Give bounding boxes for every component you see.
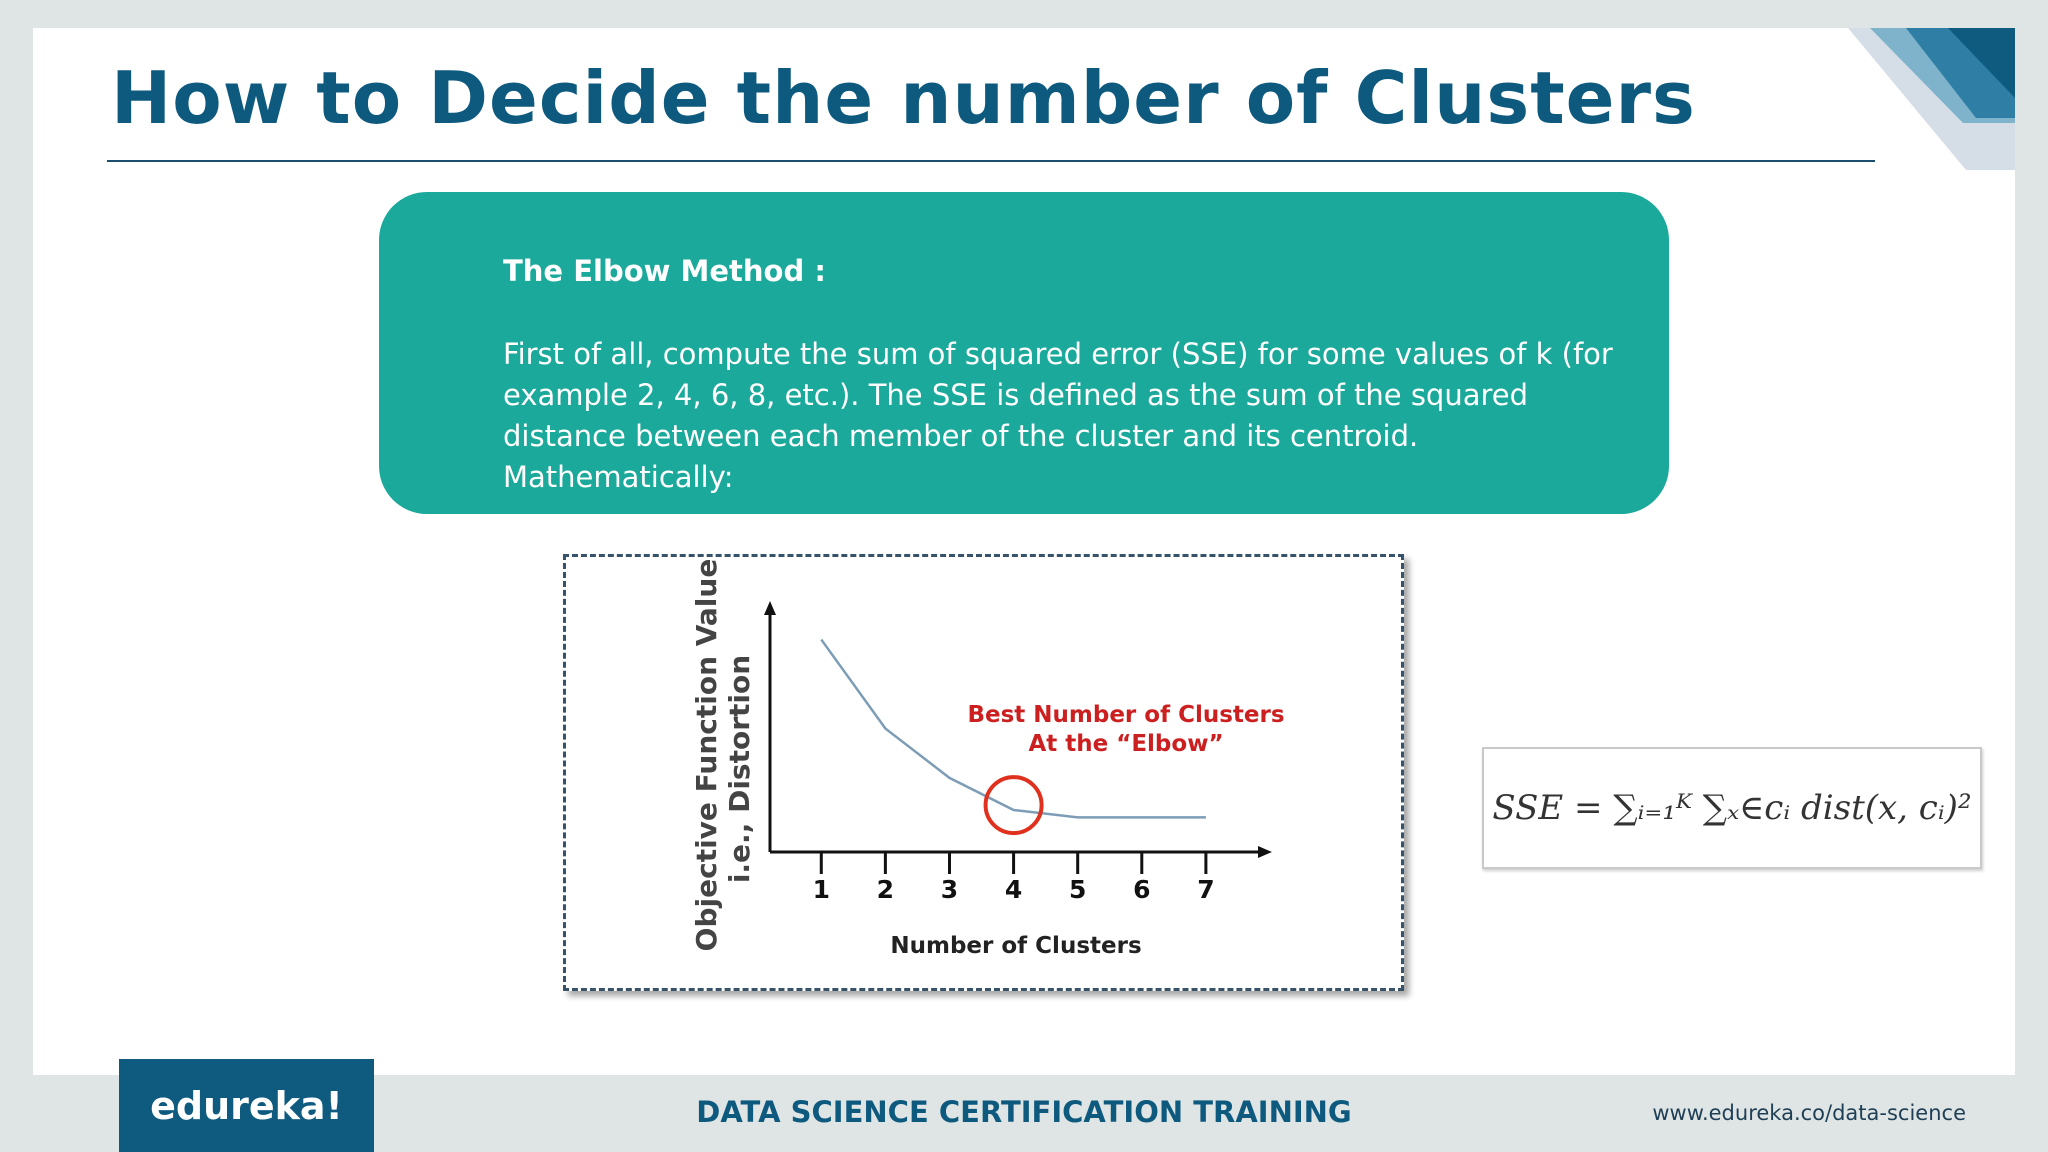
elbow-annotation-line: Best Number of Clusters bbox=[967, 702, 1284, 728]
x-tick-label: 7 bbox=[1197, 875, 1214, 904]
elbow-chart: 1 2 3 4 5 6 7 Best Number of Clusters At the “El… bbox=[563, 554, 1404, 991]
x-tick-label: 3 bbox=[941, 875, 958, 904]
elbow-method-description: First of all, compute the sum of squared… bbox=[503, 337, 1613, 494]
logo-text: edureka! bbox=[150, 1083, 343, 1128]
x-tick-label: 4 bbox=[1005, 875, 1022, 904]
x-axis-arrow bbox=[1258, 846, 1272, 858]
elbow-annotation-line: At the “Elbow” bbox=[1028, 731, 1223, 757]
y-axis-label: Objective Function Value bbox=[690, 559, 723, 952]
footer-course-title: DATA SCIENCE CERTIFICATION TRAINING bbox=[0, 1095, 2048, 1129]
elbow-chart-svg: 1 2 3 4 5 6 7 Best Number of Clusters At the “El… bbox=[690, 559, 1285, 959]
x-tick-label: 2 bbox=[877, 875, 894, 904]
page-title: How to Decide the number of Clusters bbox=[111, 56, 1696, 140]
y-axis-arrow bbox=[764, 601, 776, 615]
sse-formula-box: SSE = ∑ᵢ₌₁ᴷ ∑ₓ∈cᵢ dist(x, cᵢ)² bbox=[1482, 747, 1982, 869]
elbow-marker bbox=[983, 775, 1044, 836]
footer-url: www.edureka.co/data-science bbox=[1652, 1101, 1966, 1125]
x-tick-label: 5 bbox=[1069, 875, 1086, 904]
edureka-logo: edureka! bbox=[119, 1059, 374, 1152]
distortion-line bbox=[820, 638, 1206, 819]
elbow-method-box: The Elbow Method : First of all, compute… bbox=[379, 192, 1669, 514]
x-tick-label: 1 bbox=[813, 875, 830, 904]
slide: How to Decide the number of Clusters The… bbox=[33, 28, 2015, 1075]
sse-formula: SSE = ∑ᵢ₌₁ᴷ ∑ₓ∈cᵢ dist(x, cᵢ)² bbox=[1492, 788, 1972, 828]
footer-course-title-text: DATA SCIENCE CERTIFICATION TRAINING bbox=[696, 1095, 1352, 1129]
x-axis-label: Number of Clusters bbox=[890, 933, 1141, 959]
title-divider bbox=[107, 160, 1875, 162]
x-tick-label: 6 bbox=[1133, 875, 1150, 904]
corner-decoration bbox=[1848, 28, 2015, 170]
elbow-method-heading: The Elbow Method : bbox=[503, 254, 826, 288]
y-axis-label-secondary: i.e., Distortion bbox=[723, 655, 756, 883]
